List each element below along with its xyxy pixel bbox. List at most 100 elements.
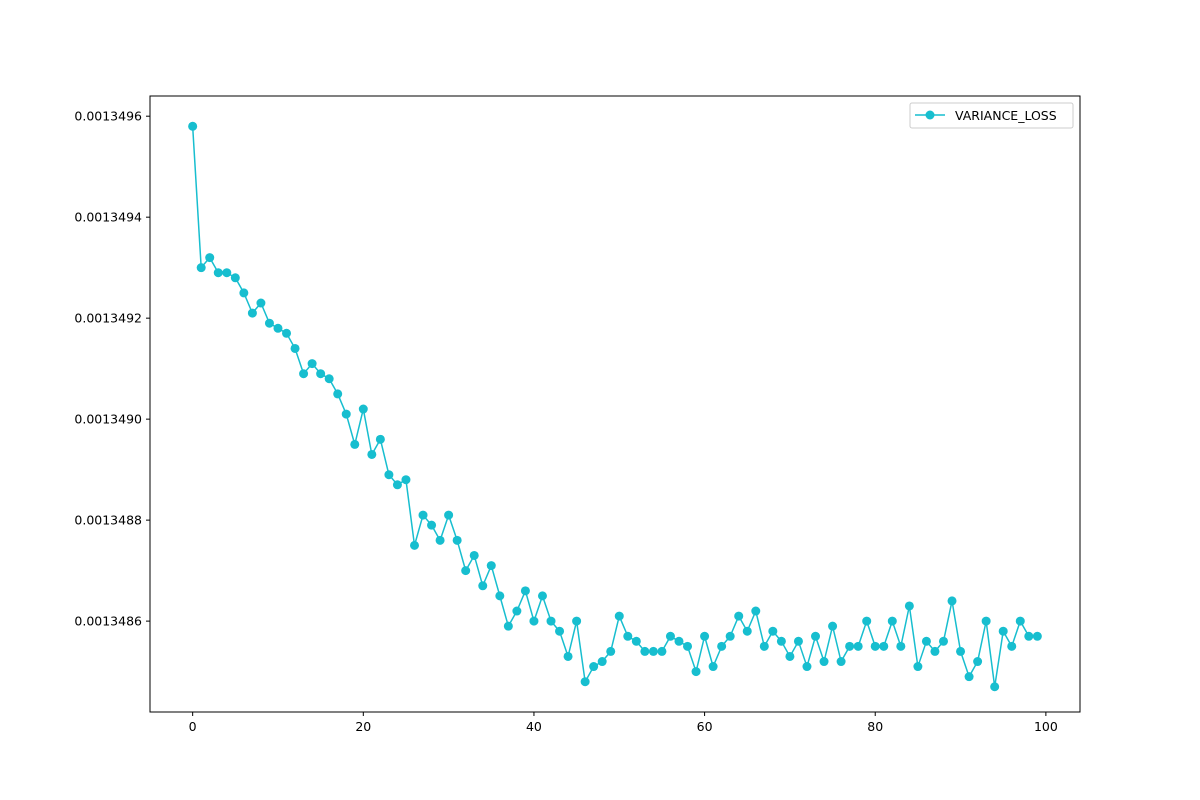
data-point — [495, 591, 505, 601]
data-point — [956, 646, 966, 656]
legend-label: VARIANCE_LOSS — [955, 108, 1057, 123]
data-point — [537, 591, 547, 601]
data-point — [623, 631, 633, 641]
data-point — [589, 662, 599, 672]
data-point — [734, 611, 744, 621]
data-point — [938, 636, 948, 646]
data-point — [205, 253, 215, 263]
data-point — [802, 662, 812, 672]
x-tick-label: 0 — [189, 719, 197, 734]
data-point — [811, 631, 820, 641]
data-point — [273, 323, 283, 333]
data-point — [333, 389, 343, 399]
data-point — [384, 470, 394, 480]
y-tick-label: 0.0013494 — [74, 210, 142, 225]
data-point — [990, 682, 1000, 692]
data-point — [606, 646, 616, 656]
x-tick-label: 20 — [355, 719, 371, 734]
data-point — [862, 616, 872, 626]
data-point — [665, 631, 675, 641]
data-point — [1015, 616, 1025, 626]
data-point — [520, 586, 530, 596]
plot-frame — [149, 95, 1081, 713]
data-point — [264, 318, 274, 328]
data-point — [657, 646, 667, 656]
x-tick-label: 60 — [697, 719, 713, 734]
data-point — [776, 636, 786, 646]
data-point — [341, 409, 351, 419]
data-point — [700, 631, 710, 641]
data-point — [503, 621, 513, 631]
data-point — [282, 328, 292, 338]
data-point — [785, 651, 795, 661]
data-point — [375, 434, 385, 444]
data-point — [230, 273, 240, 283]
legend-marker-swatch — [925, 110, 935, 120]
data-point — [427, 520, 437, 530]
data-point — [461, 566, 471, 576]
data-point — [998, 626, 1008, 636]
data-point — [580, 677, 590, 687]
y-tick-label: 0.0013486 — [74, 614, 142, 629]
data-point — [759, 641, 769, 651]
data-point — [572, 616, 582, 626]
data-point — [529, 616, 539, 626]
data-point — [316, 369, 326, 379]
data-point — [239, 288, 249, 298]
data-point — [350, 439, 360, 449]
data-point — [640, 646, 650, 656]
data-point — [1032, 631, 1042, 641]
data-point — [555, 626, 565, 636]
data-point — [751, 606, 761, 616]
x-axis: 0 20 40 60 80 100 — [189, 712, 1058, 734]
data-point — [444, 510, 454, 520]
data-point — [367, 449, 377, 459]
x-tick-label: 80 — [867, 719, 883, 734]
data-point — [930, 646, 940, 656]
data-point — [717, 641, 727, 651]
data-point — [392, 480, 402, 490]
data-point — [879, 641, 889, 651]
data-point — [1007, 641, 1017, 651]
data-point — [742, 626, 752, 636]
data-point — [973, 657, 983, 667]
data-point — [247, 308, 257, 318]
data-point — [648, 646, 658, 656]
data-point — [836, 657, 846, 667]
data-point — [563, 651, 573, 661]
y-axis: 0.0013486 0.0013488 0.0013490 0.0013492 0.00… — [74, 109, 150, 629]
data-point — [1024, 631, 1034, 641]
data-point — [435, 535, 445, 545]
data-point — [410, 540, 419, 550]
data-point — [828, 621, 838, 631]
data-point — [614, 611, 624, 621]
data-point — [691, 667, 701, 677]
data-point — [478, 581, 488, 591]
y-tick-label: 0.0013490 — [74, 412, 142, 427]
data-point — [947, 596, 957, 606]
data-point — [222, 268, 232, 278]
x-tick-label: 40 — [526, 719, 542, 734]
data-point — [896, 641, 906, 651]
data-point — [597, 657, 607, 667]
data-point — [401, 475, 411, 485]
data-point — [708, 662, 718, 672]
data-point — [486, 561, 496, 571]
data-point — [290, 343, 300, 353]
data-point — [793, 636, 803, 646]
series-layer — [188, 121, 1042, 692]
data-point — [196, 263, 206, 273]
data-point — [819, 657, 829, 667]
data-point — [324, 374, 334, 384]
data-point — [870, 641, 880, 651]
legend: VARIANCE_LOSS — [909, 102, 1074, 129]
data-point — [256, 298, 266, 308]
data-point — [921, 636, 931, 646]
data-point — [964, 672, 974, 682]
y-tick-label: 0.0013492 — [74, 311, 142, 326]
data-point — [307, 359, 317, 369]
data-point — [213, 268, 223, 278]
data-point — [674, 636, 684, 646]
data-point — [512, 606, 522, 616]
